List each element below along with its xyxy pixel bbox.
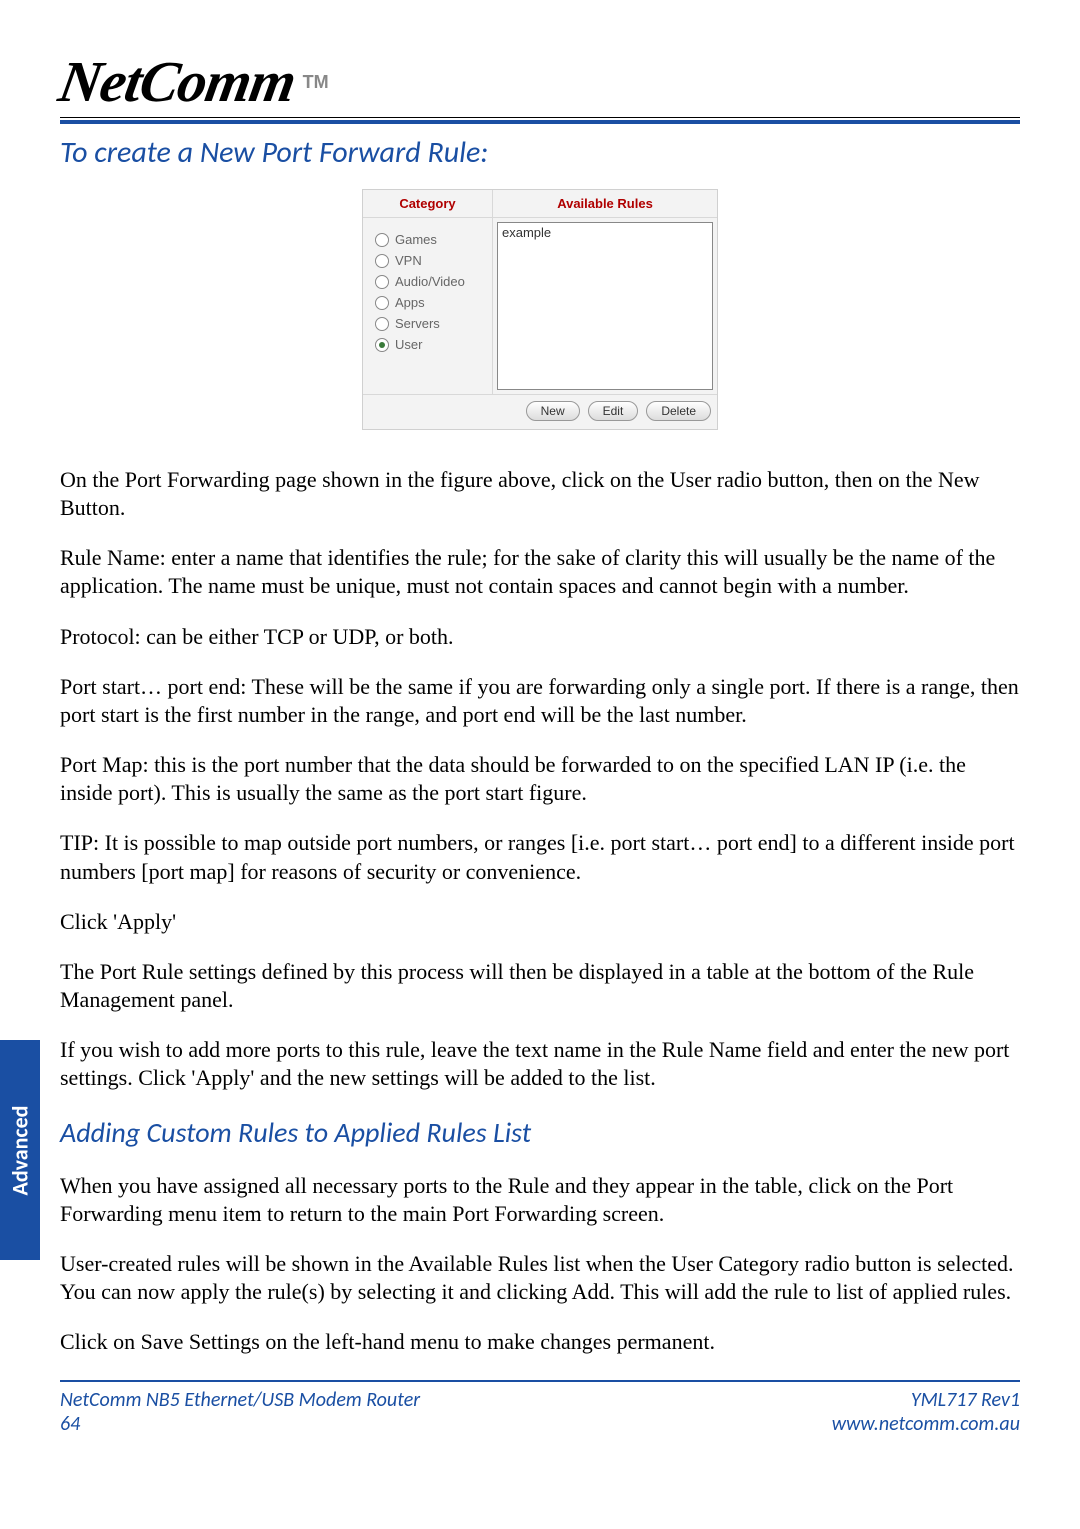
body-paragraph: Port Map: this is the port number that t… (60, 751, 1020, 807)
footer-right: YML717 Rev1 www.netcomm.com.au (832, 1388, 1020, 1436)
list-item[interactable]: example (502, 225, 708, 240)
body-paragraph: Rule Name: enter a name that identifies … (60, 544, 1020, 600)
radio-icon (375, 233, 389, 247)
rules-column: example (493, 218, 717, 394)
body-paragraph: Protocol: can be either TCP or UDP, or b… (60, 623, 1020, 651)
header-available-rules: Available Rules (493, 190, 717, 218)
body-paragraph: TIP: It is possible to map outside port … (60, 829, 1020, 885)
radio-label: VPN (395, 253, 422, 268)
footer-page-number: 64 (60, 1412, 420, 1436)
body-paragraph: User-created rules will be shown in the … (60, 1250, 1020, 1306)
panel-header-row: Category Available Rules (363, 190, 717, 218)
edit-button[interactable]: Edit (588, 401, 639, 421)
delete-button[interactable]: Delete (646, 401, 711, 421)
body-paragraph: The Port Rule settings defined by this p… (60, 958, 1020, 1014)
radio-icon (375, 254, 389, 268)
radio-row-apps[interactable]: Apps (375, 295, 484, 310)
footer-left: NetComm NB5 Ethernet/USB Modem Router 64 (60, 1388, 420, 1436)
body-paragraph: When you have assigned all necessary por… (60, 1172, 1020, 1228)
page-footer: NetComm NB5 Ethernet/USB Modem Router 64… (60, 1388, 1020, 1436)
radio-icon (375, 275, 389, 289)
section-title-adding-rules: Adding Custom Rules to Applied Rules Lis… (60, 1115, 1020, 1150)
side-tab-label: Advanced (7, 1105, 34, 1195)
document-page: NetComm TM To create a New Port Forward … (0, 0, 1080, 1529)
figure-container: Category Available Rules Games VPN Audi (60, 189, 1020, 430)
radio-icon (375, 317, 389, 331)
new-button[interactable]: New (526, 401, 580, 421)
radio-row-audio-video[interactable]: Audio/Video (375, 274, 484, 289)
panel-footer: New Edit Delete (363, 394, 717, 429)
panel-body: Games VPN Audio/Video Apps (363, 218, 717, 394)
logo-text: NetComm (54, 48, 300, 115)
body-paragraph: Click on Save Settings on the left-hand … (60, 1328, 1020, 1356)
body-paragraph: On the Port Forwarding page shown in the… (60, 466, 1020, 522)
radio-row-vpn[interactable]: VPN (375, 253, 484, 268)
radio-row-user[interactable]: User (375, 337, 484, 352)
header-rule (60, 120, 1020, 124)
category-column: Games VPN Audio/Video Apps (363, 218, 493, 394)
radio-label: Audio/Video (395, 274, 465, 289)
section-title-create-rule: To create a New Port Forward Rule: (60, 134, 1020, 171)
body-paragraph: Port start… port end: These will be the … (60, 673, 1020, 729)
radio-icon (375, 338, 389, 352)
radio-label: User (395, 337, 422, 352)
logo-underline (60, 117, 1020, 118)
brand-logo: NetComm TM (60, 48, 1020, 115)
radio-row-servers[interactable]: Servers (375, 316, 484, 331)
radio-label: Games (395, 232, 437, 247)
port-forward-panel: Category Available Rules Games VPN Audi (362, 189, 718, 430)
available-rules-listbox[interactable]: example (497, 222, 713, 390)
header-category: Category (363, 190, 493, 218)
radio-row-games[interactable]: Games (375, 232, 484, 247)
radio-label: Apps (395, 295, 425, 310)
trademark-symbol: TM (303, 72, 329, 93)
footer-url: www.netcomm.com.au (832, 1412, 1020, 1436)
radio-icon (375, 296, 389, 310)
body-paragraph: Click 'Apply' (60, 908, 1020, 936)
footer-rule (60, 1380, 1020, 1382)
radio-label: Servers (395, 316, 440, 331)
footer-product: NetComm NB5 Ethernet/USB Modem Router (60, 1388, 420, 1412)
footer-doc-rev: YML717 Rev1 (832, 1388, 1020, 1412)
body-paragraph: If you wish to add more ports to this ru… (60, 1036, 1020, 1092)
side-tab-advanced: Advanced (0, 1040, 40, 1260)
